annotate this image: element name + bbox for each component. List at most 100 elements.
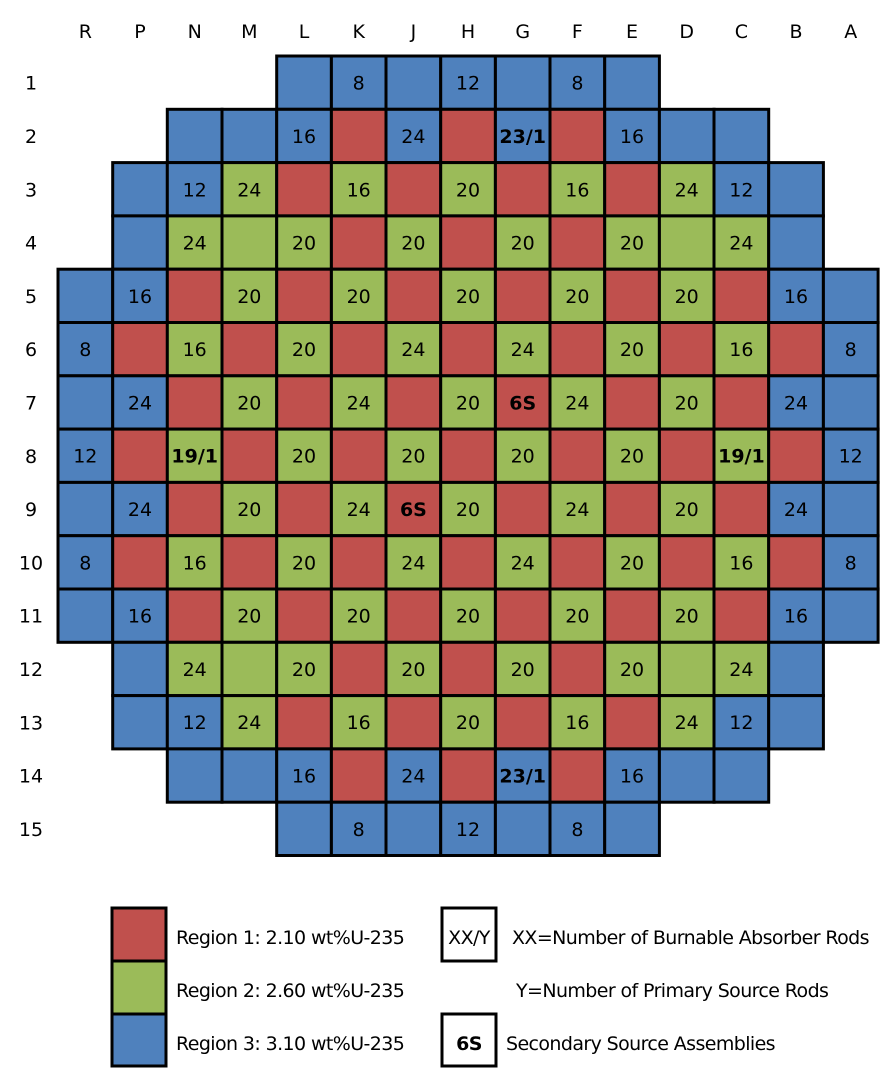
legend: Region 1: 2.10 wt%U-235 Region 2: 2.60 w… [110,906,870,1068]
assembly-C-14 [712,747,771,804]
legend-label-region-1: Region 1: 2.10 wt%U-235 [176,927,404,949]
assembly-A-6 [821,321,880,378]
assembly-J-3 [384,161,443,218]
assembly-F-3 [548,161,607,218]
column-label-F: F [572,21,583,43]
assembly-label-H-5: 20 [456,286,480,308]
assembly-N-3 [165,161,224,218]
legend-key-burnable-text: XX=Number of Burnable Absorber Rods [512,927,869,949]
assembly-label-P-9: 24 [128,499,152,521]
row-label-2: 2 [25,126,37,148]
assembly-C-11 [712,587,771,644]
assembly-label-K-15: 8 [353,819,365,841]
assembly-A-5 [821,267,880,325]
assembly-label-A-6: 8 [845,339,857,361]
assembly-B-10 [767,534,825,591]
assembly-label-R-10: 8 [79,552,91,574]
assembly-J-6 [384,321,443,378]
assembly-J-15 [384,800,443,858]
assembly-B-13 [767,694,825,751]
assembly-G-9 [493,480,552,538]
assembly-label-B-9: 24 [784,499,808,521]
assembly-G-14 [493,747,552,804]
assembly-label-A-10: 8 [845,552,857,574]
assembly-A-8 [821,427,880,484]
assembly-label-P-5: 16 [128,286,152,308]
assembly-G-15 [493,800,552,858]
assembly-label-M-9: 20 [237,499,261,521]
assembly-label-F-15: 8 [571,819,583,841]
assembly-label-E-8: 20 [620,446,644,468]
legend-key-primary-source-text: Y=Number of Primary Source Rods [515,980,828,1002]
assembly-F-8 [548,427,607,484]
assembly-label-J-4: 20 [401,233,425,255]
assembly-A-10 [821,534,880,591]
assembly-label-J-9: 6S [400,499,427,521]
legend-key-burnable-box [440,906,498,963]
assembly-label-M-13: 24 [237,712,261,734]
assembly-L-13 [275,694,333,751]
legend-key-secondary-text: Secondary Source Assemblies [506,1033,775,1055]
assembly-J-7 [384,374,443,431]
column-label-N: N [188,21,202,43]
column-label-A: A [844,21,857,43]
assembly-C-9 [712,480,771,538]
assembly-L-7 [275,374,333,431]
assembly-label-D-7: 20 [675,392,699,414]
assembly-label-M-5: 20 [237,286,261,308]
row-label-11: 11 [19,606,43,628]
legend-label-region-2: Region 2: 2.60 wt%U-235 [176,980,404,1002]
assembly-P-5 [111,267,169,325]
assembly-H-10 [439,534,497,591]
legend-swatch-region-1 [110,906,168,963]
assembly-label-N-6: 16 [183,339,207,361]
assembly-label-R-6: 8 [79,339,91,361]
assembly-label-E-10: 20 [620,552,644,574]
assembly-L-1 [275,54,333,111]
assembly-G-13 [493,694,552,751]
assembly-L-11 [275,587,333,644]
assembly-D-6 [657,321,716,378]
assembly-label-E-14: 16 [620,766,644,788]
assembly-label-F-13: 16 [565,712,589,734]
assembly-label-E-12: 20 [620,659,644,681]
assembly-G-8 [493,427,552,484]
assembly-B-11 [767,587,825,644]
assembly-E-7 [603,374,661,431]
assembly-label-L-14: 16 [292,766,316,788]
assembly-K-5 [329,267,388,325]
assembly-label-M-3: 24 [237,179,261,201]
assembly-label-D-11: 20 [675,606,699,628]
row-label-14: 14 [19,766,43,788]
assembly-label-C-8: 19/1 [718,446,765,468]
assembly-label-F-1: 8 [571,73,583,95]
legend-swatch-region-2 [110,959,168,1016]
assembly-label-L-10: 20 [292,552,316,574]
assembly-D-14 [657,747,716,804]
assembly-label-E-4: 20 [620,233,644,255]
assembly-label-B-7: 24 [784,392,808,414]
assembly-D-8 [657,427,716,484]
assembly-M-14 [220,747,279,804]
assembly-label-H-15: 12 [456,819,480,841]
assembly-E-11 [603,587,661,644]
assembly-label-H-1: 12 [456,73,480,95]
assembly-K-15 [329,800,388,858]
assembly-P-10 [111,534,169,591]
assembly-H-15 [439,800,497,858]
assembly-N-10 [165,534,224,591]
row-label-10: 10 [19,552,43,574]
assembly-R-10 [56,534,115,591]
assembly-F-10 [548,534,607,591]
assembly-B-8 [767,427,825,484]
column-label-E: E [626,21,638,43]
assembly-J-10 [384,534,443,591]
assembly-label-C-12: 24 [729,659,753,681]
assembly-label-N-10: 16 [183,552,207,574]
assembly-label-N-8: 19/1 [171,446,218,468]
assembly-K-12 [329,640,388,698]
assembly-label-P-7: 24 [128,392,152,414]
assembly-C-6 [712,321,771,378]
